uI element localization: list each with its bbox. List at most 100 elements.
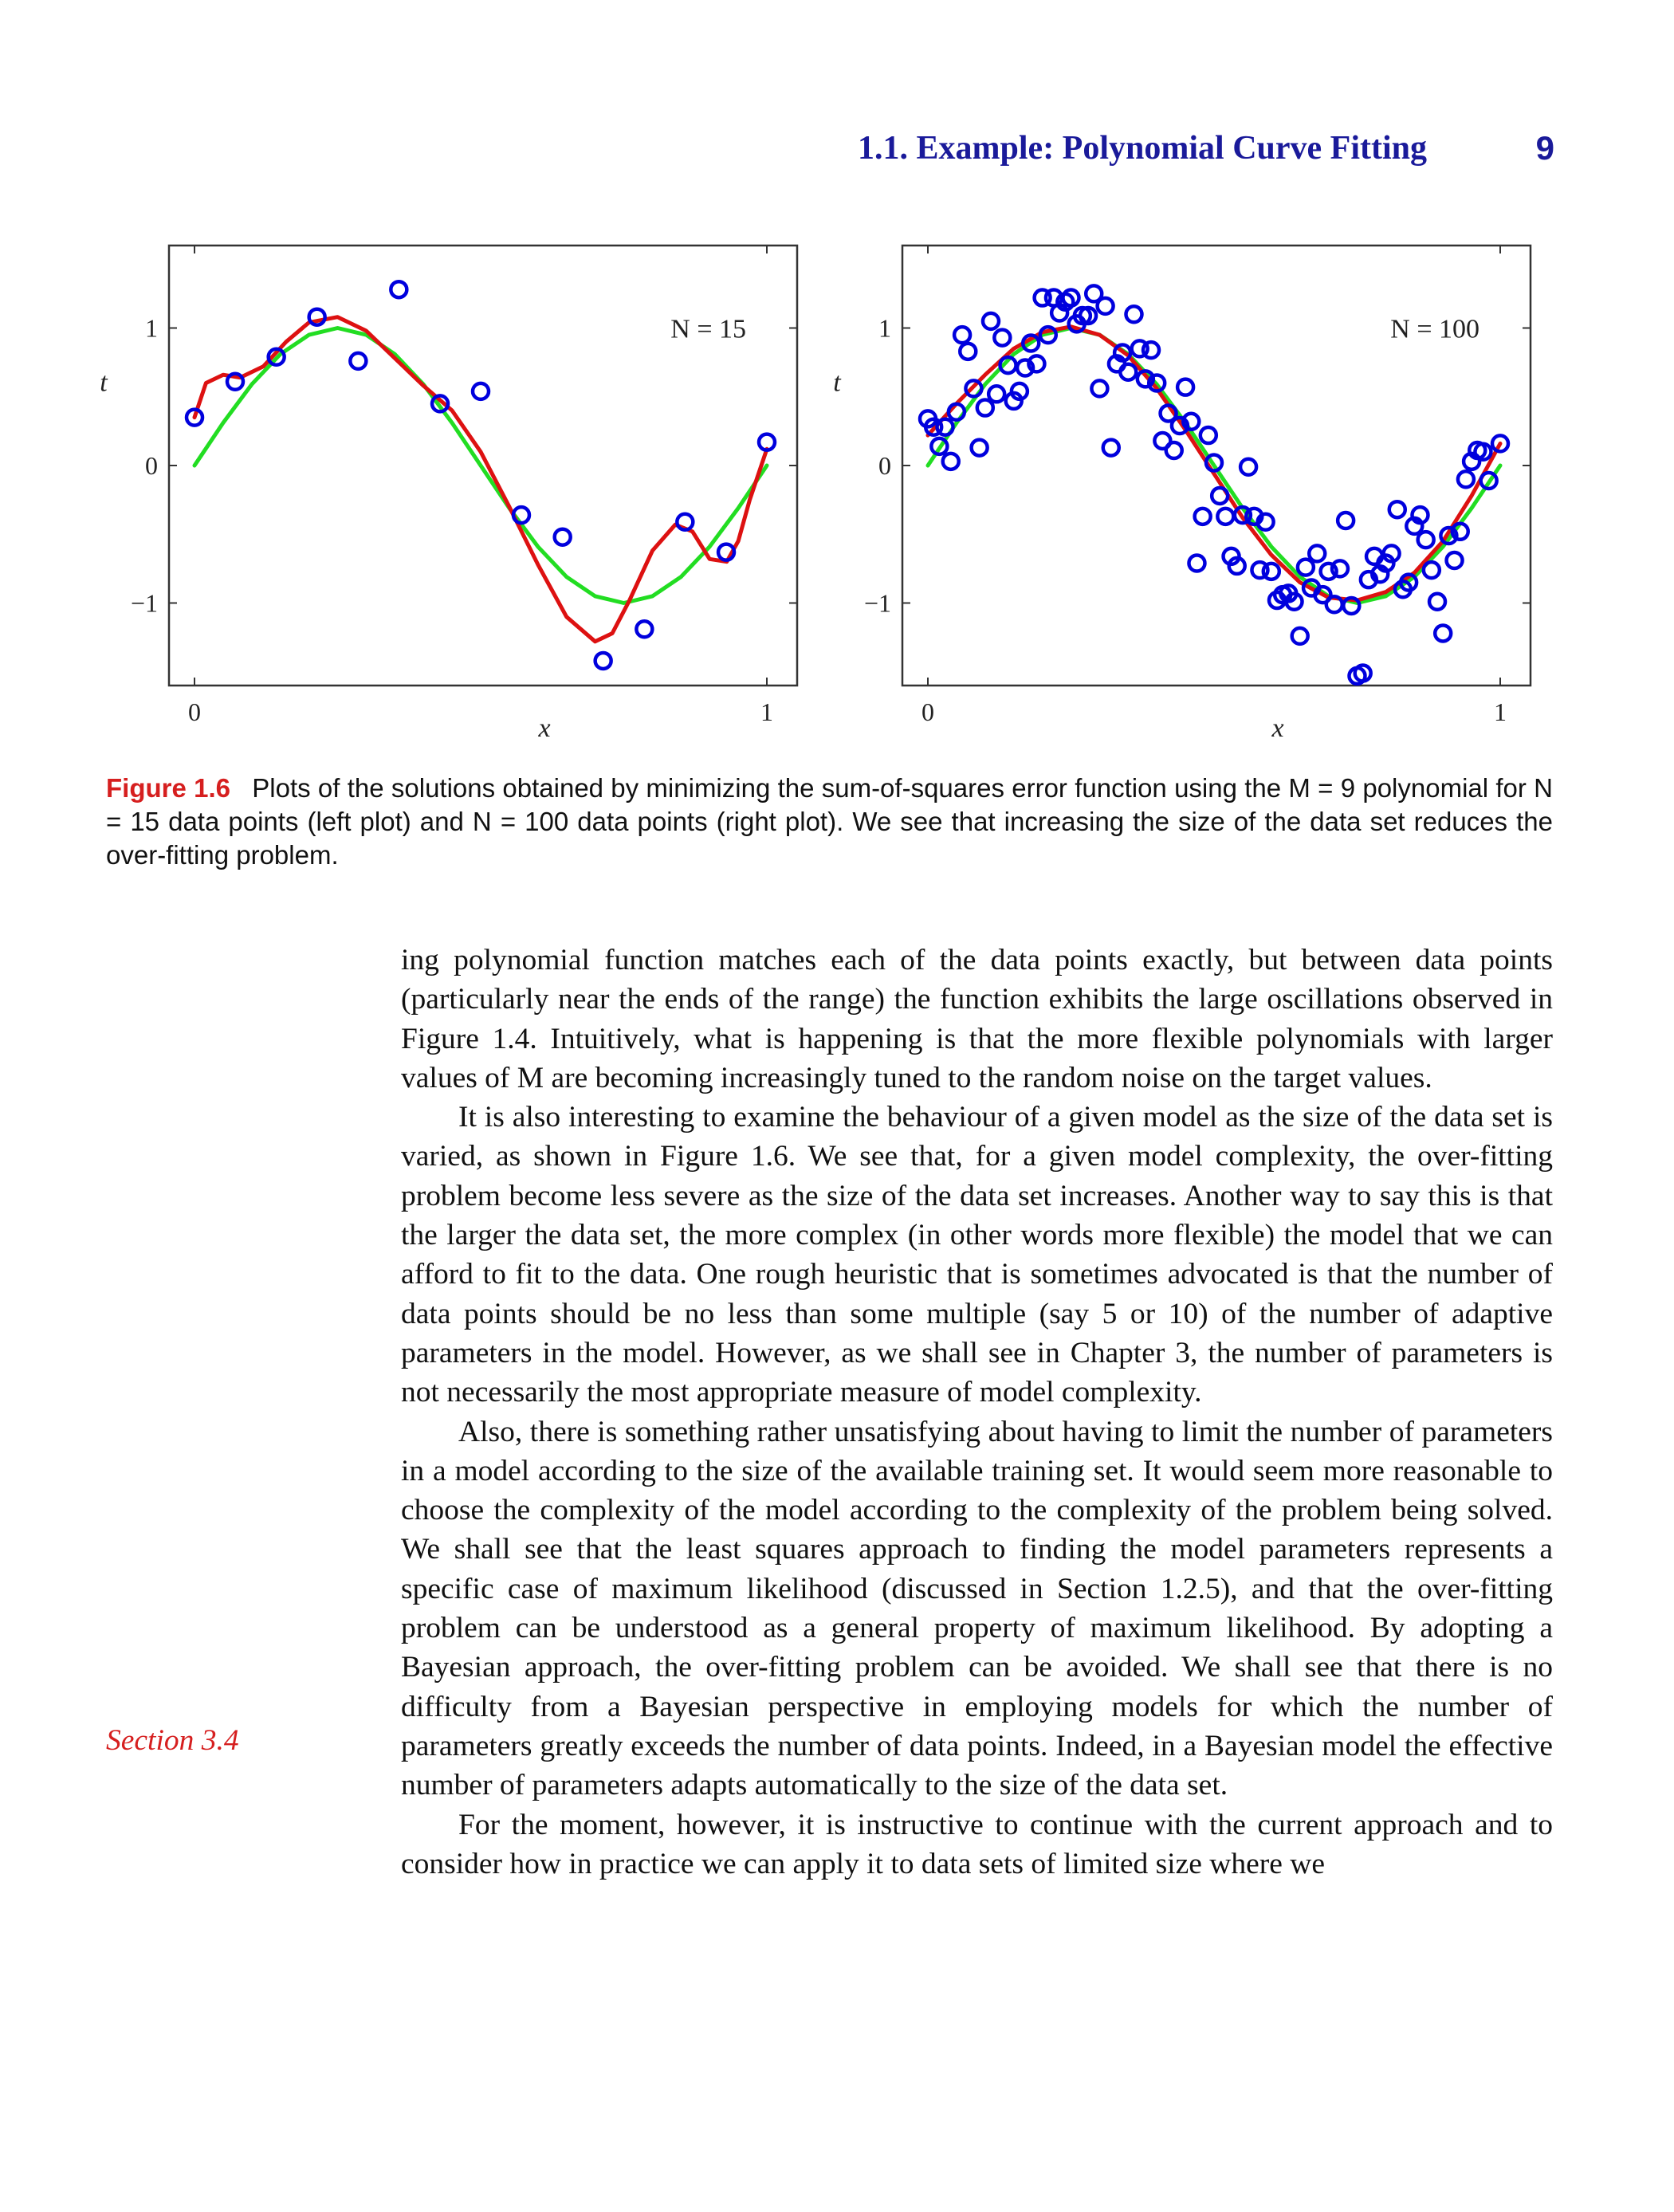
chart-left: −1 0 1 0 1 x t N = 15 (100, 244, 799, 743)
data-point (1027, 354, 1047, 374)
data-point (1342, 595, 1362, 616)
data-point (1187, 553, 1207, 573)
data-point (1061, 288, 1081, 308)
data-point (1101, 438, 1122, 458)
sample-size-annotation: N = 100 (1390, 315, 1479, 344)
data-point (1432, 623, 1453, 643)
data-point (1124, 304, 1144, 324)
sample-size-annotation: N = 15 (670, 315, 746, 344)
data-point (1032, 288, 1052, 308)
data-point (946, 402, 967, 422)
figure-caption-text: Plots of the solutions obtained by minim… (106, 773, 1553, 870)
data-point (1456, 470, 1476, 489)
data-point (1175, 377, 1196, 397)
data-point (675, 512, 695, 532)
x-tick-label: 1 (760, 697, 773, 726)
data-point (1015, 358, 1035, 378)
x-tick-label: 0 (188, 697, 201, 726)
data-point (1135, 369, 1156, 389)
body-text: ing polynomial function matches each of … (401, 941, 1553, 1884)
data-point (1112, 343, 1133, 363)
data-point (1204, 453, 1224, 473)
x-tick-label: 1 (1494, 697, 1507, 726)
data-point (1421, 560, 1442, 580)
y-tick-label: 1 (878, 314, 891, 343)
y-tick-label: 0 (878, 451, 891, 480)
data-point (1090, 379, 1110, 399)
data-point (1250, 560, 1270, 580)
data-point (1038, 324, 1059, 345)
data-point (923, 417, 944, 437)
data-point (1227, 556, 1247, 576)
data-point (266, 347, 286, 367)
data-point (1376, 553, 1396, 573)
y-tick-label: 1 (145, 314, 158, 343)
data-point (1439, 525, 1459, 546)
data-point (1118, 362, 1138, 382)
data-point (1416, 529, 1436, 550)
data-point (1169, 415, 1190, 436)
data-point (1284, 591, 1304, 612)
data-point (511, 505, 532, 525)
data-point (307, 307, 327, 327)
data-point (1009, 381, 1030, 402)
data-point (1479, 470, 1499, 491)
y-axis-label: t (833, 368, 842, 398)
data-point (1410, 505, 1430, 525)
data-point (1141, 340, 1161, 360)
data-point (952, 324, 973, 345)
data-point (1450, 521, 1470, 542)
page-number: 9 (1535, 129, 1554, 167)
data-point (986, 384, 1007, 404)
data-point (958, 341, 978, 362)
data-point (975, 398, 996, 418)
data-point (1473, 442, 1493, 462)
data-point (348, 351, 368, 371)
figure-caption: Figure 1.6 Plots of the solutions obtain… (106, 772, 1553, 872)
data-point (184, 407, 205, 427)
data-point (1020, 333, 1041, 353)
running-header-title: 1.1. Example: Polynomial Curve Fitting (858, 130, 1427, 167)
data-point (430, 394, 450, 414)
data-point (1209, 485, 1230, 506)
paragraph: It is also interesting to examine the be… (401, 1101, 1553, 1409)
data-point (935, 417, 955, 437)
data-point (1398, 572, 1419, 592)
data-point (1444, 550, 1464, 571)
figure-label: Figure 1.6 (106, 773, 230, 803)
data-point (992, 328, 1012, 348)
true-function-curve (192, 326, 769, 605)
fitted-polynomial-curve (192, 315, 769, 644)
data-point (1158, 403, 1178, 423)
data-point (1146, 373, 1167, 393)
data-point (1387, 499, 1408, 520)
data-point (1130, 339, 1149, 359)
data-point (1353, 663, 1373, 683)
data-point (1181, 411, 1201, 432)
data-point (593, 650, 613, 671)
y-tick-label: −1 (864, 589, 891, 618)
data-point (1330, 559, 1350, 579)
data-point (929, 436, 949, 457)
data-point (1164, 440, 1184, 461)
data-point (756, 432, 777, 452)
data-point (1290, 626, 1310, 646)
x-axis-label: x (1271, 713, 1283, 743)
data-point (1232, 505, 1253, 525)
data-point (1238, 457, 1259, 477)
chart-right: −1 0 1 0 1 x t N = 100 (833, 244, 1532, 743)
data-point (1335, 510, 1356, 531)
data-point (1078, 305, 1098, 326)
data-point (716, 542, 737, 562)
data-point (980, 311, 1001, 332)
data-point (1221, 546, 1241, 567)
data-point (1381, 544, 1401, 564)
data-point (552, 527, 572, 547)
x-tick-label: 0 (921, 697, 934, 726)
data-point (941, 451, 961, 472)
paragraph: ing polynomial function matches each of … (401, 944, 1553, 1094)
data-point (1318, 561, 1338, 582)
margin-note-section-ref: Section 3.4 (106, 1724, 239, 1757)
data-point (1198, 425, 1219, 446)
data-point (1313, 584, 1333, 605)
